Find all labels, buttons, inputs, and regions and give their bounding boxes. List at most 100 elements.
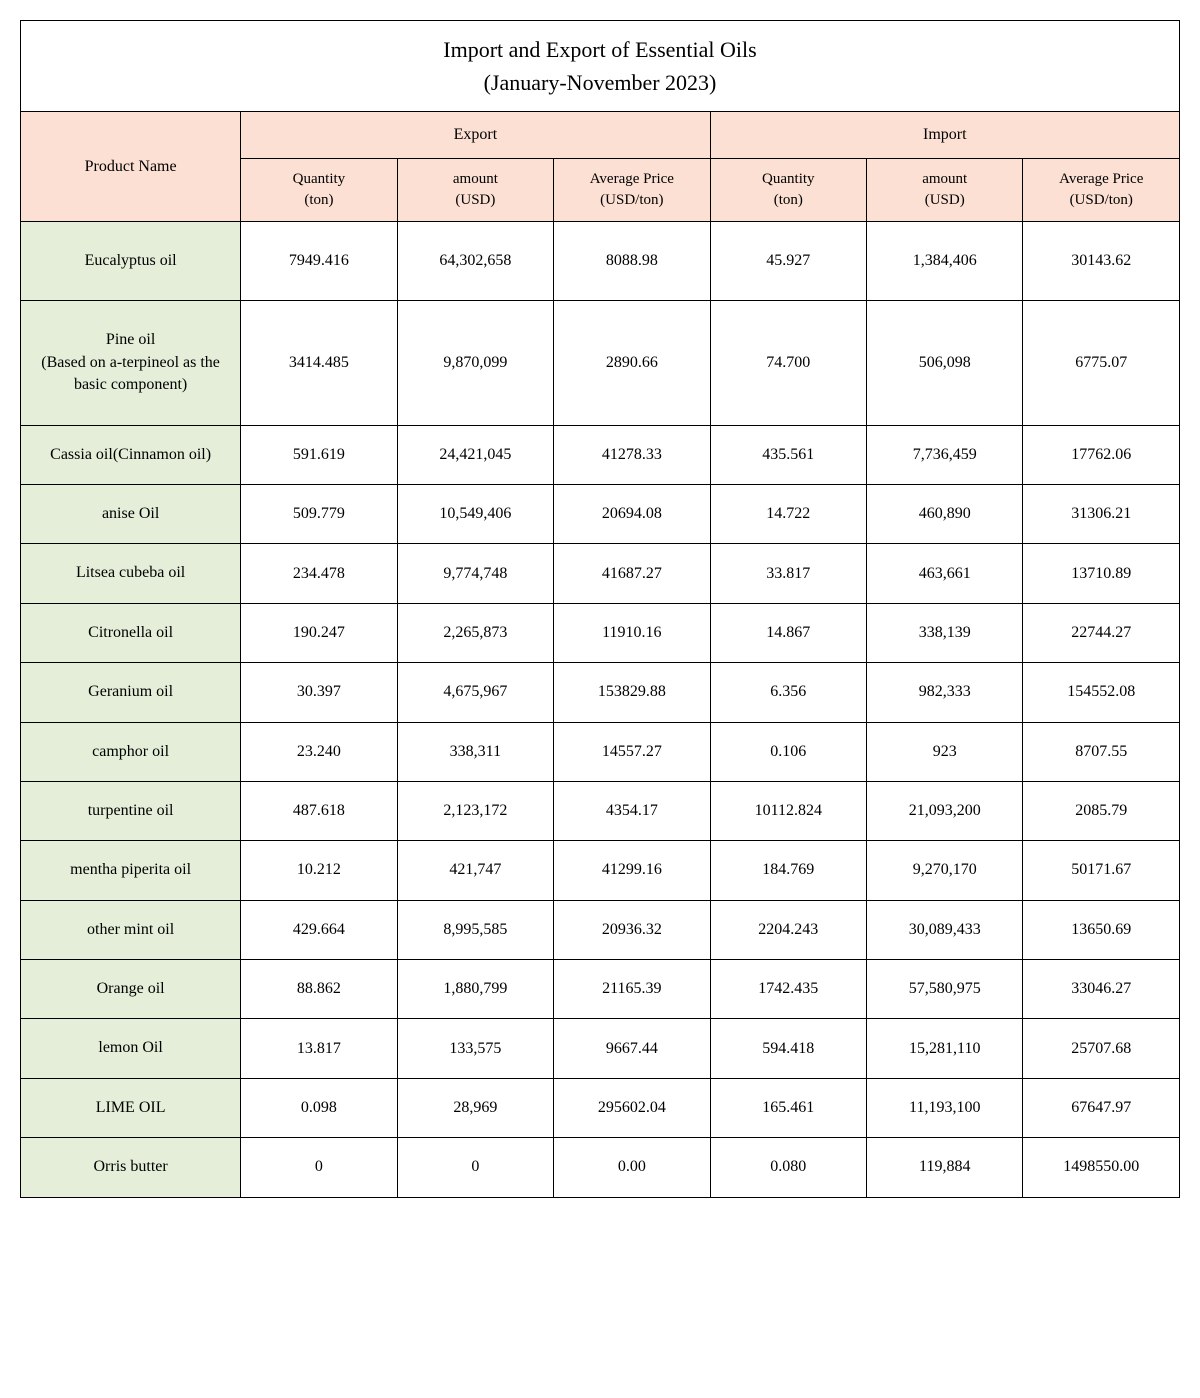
export-qty-cell: 3414.485 bbox=[241, 301, 397, 425]
import-avg-cell: 67647.97 bbox=[1023, 1078, 1180, 1137]
col-import-qty: Quantity(ton) bbox=[710, 159, 866, 222]
table-row: other mint oil429.6648,995,58520936.3222… bbox=[21, 900, 1180, 959]
col-product-name: Product Name bbox=[21, 112, 241, 222]
export-avg-cell: 41687.27 bbox=[554, 544, 710, 603]
import-amount-cell: 506,098 bbox=[867, 301, 1023, 425]
export-qty-cell: 190.247 bbox=[241, 603, 397, 662]
export-qty-cell: 591.619 bbox=[241, 425, 397, 484]
table-row: Cassia oil(Cinnamon oil)591.61924,421,04… bbox=[21, 425, 1180, 484]
import-amount-cell: 982,333 bbox=[867, 663, 1023, 722]
table-title: Import and Export of Essential Oils (Jan… bbox=[21, 21, 1180, 112]
import-amount-cell: 119,884 bbox=[867, 1138, 1023, 1197]
import-qty-cell: 594.418 bbox=[710, 1019, 866, 1078]
export-qty-cell: 0 bbox=[241, 1138, 397, 1197]
col-group-import: Import bbox=[710, 112, 1179, 159]
export-avg-cell: 20694.08 bbox=[554, 484, 710, 543]
table-row: Orange oil88.8621,880,79921165.391742.43… bbox=[21, 960, 1180, 1019]
product-name-cell: lemon Oil bbox=[21, 1019, 241, 1078]
title-line-2: (January-November 2023) bbox=[484, 70, 717, 95]
import-avg-cell: 8707.55 bbox=[1023, 722, 1180, 781]
table-row: camphor oil23.240338,31114557.270.106923… bbox=[21, 722, 1180, 781]
export-amount-cell: 9,870,099 bbox=[397, 301, 553, 425]
table-row: mentha piperita oil10.212421,74741299.16… bbox=[21, 841, 1180, 900]
import-avg-cell: 13650.69 bbox=[1023, 900, 1180, 959]
import-amount-cell: 923 bbox=[867, 722, 1023, 781]
product-name-cell: turpentine oil bbox=[21, 781, 241, 840]
import-qty-cell: 6.356 bbox=[710, 663, 866, 722]
table-row: lemon Oil13.817133,5759667.44594.41815,2… bbox=[21, 1019, 1180, 1078]
export-amount-cell: 421,747 bbox=[397, 841, 553, 900]
export-qty-cell: 30.397 bbox=[241, 663, 397, 722]
export-avg-cell: 20936.32 bbox=[554, 900, 710, 959]
import-qty-cell: 435.561 bbox=[710, 425, 866, 484]
product-name-cell: Orris butter bbox=[21, 1138, 241, 1197]
table-row: Pine oil(Based on a-terpineol as the bas… bbox=[21, 301, 1180, 425]
import-qty-cell: 10112.824 bbox=[710, 781, 866, 840]
export-amount-cell: 64,302,658 bbox=[397, 222, 553, 301]
export-amount-cell: 24,421,045 bbox=[397, 425, 553, 484]
export-avg-cell: 4354.17 bbox=[554, 781, 710, 840]
import-amount-cell: 11,193,100 bbox=[867, 1078, 1023, 1137]
export-avg-cell: 11910.16 bbox=[554, 603, 710, 662]
export-amount-cell: 0 bbox=[397, 1138, 553, 1197]
product-name-cell: Litsea cubeba oil bbox=[21, 544, 241, 603]
table-row: Eucalyptus oil7949.41664,302,6588088.984… bbox=[21, 222, 1180, 301]
export-qty-cell: 7949.416 bbox=[241, 222, 397, 301]
product-name-cell: mentha piperita oil bbox=[21, 841, 241, 900]
product-name-cell: Pine oil(Based on a-terpineol as the bas… bbox=[21, 301, 241, 425]
product-name-cell: Cassia oil(Cinnamon oil) bbox=[21, 425, 241, 484]
col-export-avg: Average Price(USD/ton) bbox=[554, 159, 710, 222]
import-qty-cell: 165.461 bbox=[710, 1078, 866, 1137]
export-qty-cell: 429.664 bbox=[241, 900, 397, 959]
export-qty-cell: 487.618 bbox=[241, 781, 397, 840]
import-amount-cell: 57,580,975 bbox=[867, 960, 1023, 1019]
essential-oils-table: Import and Export of Essential Oils (Jan… bbox=[20, 20, 1180, 1198]
import-avg-cell: 17762.06 bbox=[1023, 425, 1180, 484]
export-amount-cell: 1,880,799 bbox=[397, 960, 553, 1019]
import-avg-cell: 13710.89 bbox=[1023, 544, 1180, 603]
col-import-amount: amount(USD) bbox=[867, 159, 1023, 222]
export-amount-cell: 133,575 bbox=[397, 1019, 553, 1078]
import-amount-cell: 460,890 bbox=[867, 484, 1023, 543]
import-qty-cell: 74.700 bbox=[710, 301, 866, 425]
export-avg-cell: 9667.44 bbox=[554, 1019, 710, 1078]
product-name-cell: Orange oil bbox=[21, 960, 241, 1019]
export-avg-cell: 153829.88 bbox=[554, 663, 710, 722]
product-name-cell: camphor oil bbox=[21, 722, 241, 781]
import-qty-cell: 14.722 bbox=[710, 484, 866, 543]
import-qty-cell: 2204.243 bbox=[710, 900, 866, 959]
import-qty-cell: 45.927 bbox=[710, 222, 866, 301]
table-row: turpentine oil487.6182,123,1724354.17101… bbox=[21, 781, 1180, 840]
import-avg-cell: 25707.68 bbox=[1023, 1019, 1180, 1078]
export-avg-cell: 0.00 bbox=[554, 1138, 710, 1197]
import-amount-cell: 15,281,110 bbox=[867, 1019, 1023, 1078]
table-row: Geranium oil30.3974,675,967153829.886.35… bbox=[21, 663, 1180, 722]
export-avg-cell: 14557.27 bbox=[554, 722, 710, 781]
import-qty-cell: 0.080 bbox=[710, 1138, 866, 1197]
export-amount-cell: 28,969 bbox=[397, 1078, 553, 1137]
import-avg-cell: 50171.67 bbox=[1023, 841, 1180, 900]
export-avg-cell: 2890.66 bbox=[554, 301, 710, 425]
product-name-cell: Eucalyptus oil bbox=[21, 222, 241, 301]
import-avg-cell: 33046.27 bbox=[1023, 960, 1180, 1019]
col-export-amount: amount(USD) bbox=[397, 159, 553, 222]
table-row: LIME OIL0.09828,969295602.04165.46111,19… bbox=[21, 1078, 1180, 1137]
import-amount-cell: 338,139 bbox=[867, 603, 1023, 662]
import-avg-cell: 2085.79 bbox=[1023, 781, 1180, 840]
export-amount-cell: 2,265,873 bbox=[397, 603, 553, 662]
import-qty-cell: 0.106 bbox=[710, 722, 866, 781]
title-line-1: Import and Export of Essential Oils bbox=[443, 37, 756, 62]
export-qty-cell: 13.817 bbox=[241, 1019, 397, 1078]
product-name-cell: Citronella oil bbox=[21, 603, 241, 662]
product-name-cell: other mint oil bbox=[21, 900, 241, 959]
export-avg-cell: 8088.98 bbox=[554, 222, 710, 301]
import-amount-cell: 7,736,459 bbox=[867, 425, 1023, 484]
export-qty-cell: 23.240 bbox=[241, 722, 397, 781]
import-avg-cell: 31306.21 bbox=[1023, 484, 1180, 543]
import-avg-cell: 6775.07 bbox=[1023, 301, 1180, 425]
export-avg-cell: 41299.16 bbox=[554, 841, 710, 900]
export-qty-cell: 88.862 bbox=[241, 960, 397, 1019]
export-amount-cell: 4,675,967 bbox=[397, 663, 553, 722]
import-avg-cell: 22744.27 bbox=[1023, 603, 1180, 662]
export-amount-cell: 8,995,585 bbox=[397, 900, 553, 959]
